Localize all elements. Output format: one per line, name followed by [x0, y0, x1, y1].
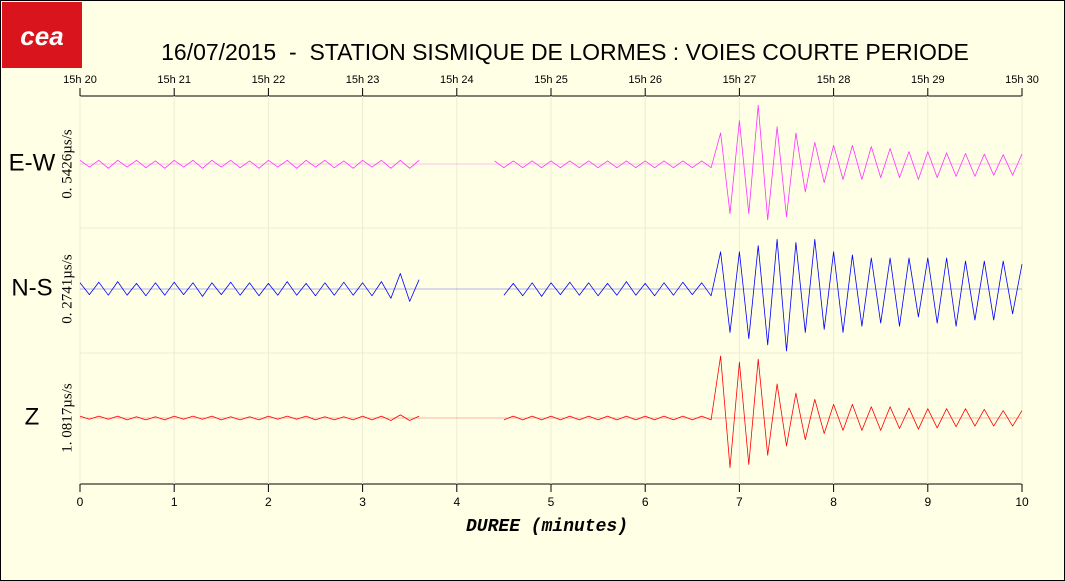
x2-tick-label: 15h 30: [1005, 74, 1039, 86]
x2-tick-label: 15h 24: [440, 74, 474, 86]
x2-tick-label: 15h 27: [723, 74, 757, 86]
x-tick-label: 8: [830, 495, 837, 509]
x2-tick-label: 15h 21: [157, 74, 191, 86]
x2-tick-label: 15h 23: [346, 74, 380, 86]
x-axis-label: DUREE (minutes): [466, 517, 628, 537]
x2-tick-label: 15h 28: [817, 74, 851, 86]
trace: [79, 355, 1023, 468]
x-tick-label: 10: [1015, 495, 1029, 509]
trace: [79, 104, 1023, 221]
channel-label: E-W: [9, 149, 56, 176]
x2-tick-label: 15h 22: [252, 74, 286, 86]
x-tick-label: 5: [548, 495, 555, 509]
x-tick-label: 4: [453, 495, 460, 509]
x-tick-label: 1: [171, 495, 178, 509]
x2-tick-label: 15h 29: [911, 74, 945, 86]
channel-label: Z: [25, 403, 40, 430]
x2-tick-label: 15h 26: [628, 74, 662, 86]
x-tick-label: 6: [642, 495, 649, 509]
channel-label: N-S: [11, 274, 52, 301]
x-tick-label: 2: [265, 495, 272, 509]
x2-tick-label: 15h 25: [534, 74, 568, 86]
scale-label: 0. 2741µs/s: [59, 254, 75, 324]
x-tick-label: 9: [924, 495, 931, 509]
chart-title: 16/07/2015 - STATION SISMIQUE DE LORMES …: [161, 39, 969, 65]
x2-tick-label: 15h 20: [63, 74, 97, 86]
scale-label: 0. 5426µs/s: [59, 129, 75, 199]
trace: [79, 239, 1023, 352]
x-tick-label: 7: [736, 495, 743, 509]
logo-box: [2, 2, 82, 68]
scale-label: 1. 0817µs/s: [59, 383, 75, 453]
x-tick-label: 0: [77, 495, 84, 509]
x-tick-label: 3: [359, 495, 366, 509]
logo: cea: [20, 21, 63, 51]
